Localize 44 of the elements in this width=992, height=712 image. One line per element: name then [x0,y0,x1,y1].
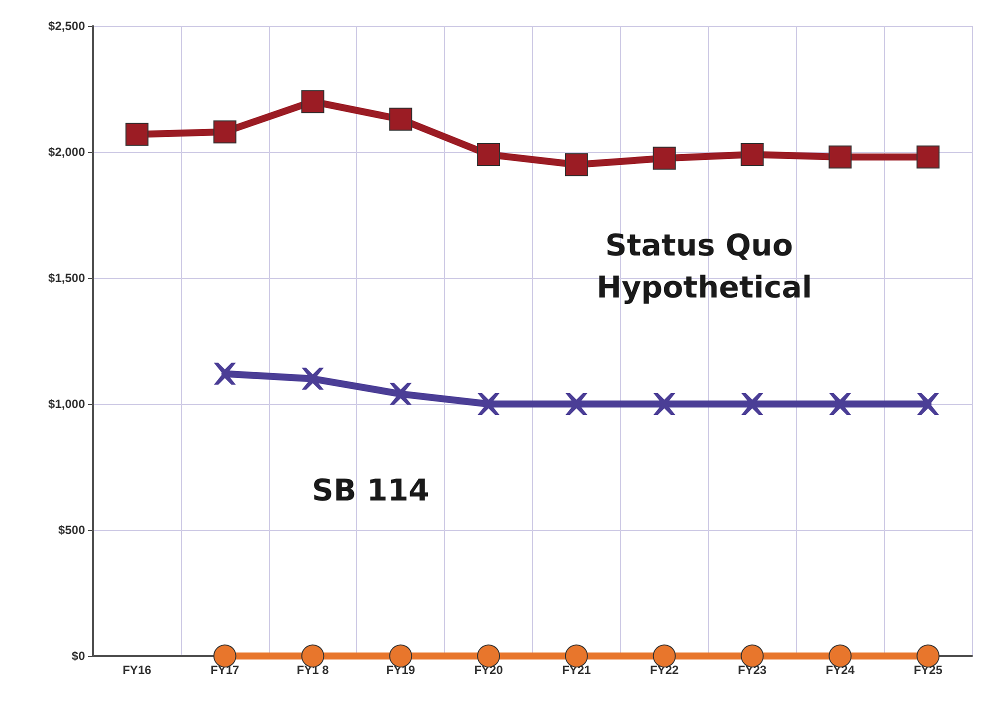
x-tick-label: FY17 [210,663,240,677]
point [916,146,940,169]
point [389,644,412,668]
point [652,146,676,170]
point [213,120,236,144]
point [564,644,588,668]
y-tick-label: $2,500 [48,19,86,33]
point [564,153,588,176]
x-tick-label: FY22 [650,663,680,677]
x-tick-label: FY23 [738,663,767,677]
point [741,393,764,415]
point [828,644,852,668]
x-tick-label: FY16 [122,663,152,677]
y-tick-label: $500 [58,523,86,537]
point [917,393,940,415]
point [565,393,588,415]
point [214,362,236,385]
x-tick-label: FY24 [826,663,855,677]
x-tick-label: FY25 [914,663,943,677]
x-tick-label: FY20 [474,663,504,677]
point [478,393,500,415]
point [125,122,148,146]
point [477,644,500,668]
y-tick-label: $1,000 [48,397,86,411]
y-tick-label: $2,000 [48,145,86,159]
point [829,393,852,415]
point [652,644,676,668]
point [301,90,324,114]
point [477,143,500,166]
point [390,382,412,405]
point [916,644,940,668]
point [389,108,412,131]
y-tick-label: $1,500 [48,271,86,285]
series-label: Status Quo Hypothetical [596,228,812,306]
point [740,644,764,668]
y-tick-label: $0 [72,649,86,663]
point [213,644,236,668]
point [653,393,676,415]
point [302,368,324,390]
point [740,143,764,166]
x-tick-label: FY19 [386,663,416,677]
text: SB 114 [312,473,430,508]
point [828,146,852,169]
point [301,644,324,668]
